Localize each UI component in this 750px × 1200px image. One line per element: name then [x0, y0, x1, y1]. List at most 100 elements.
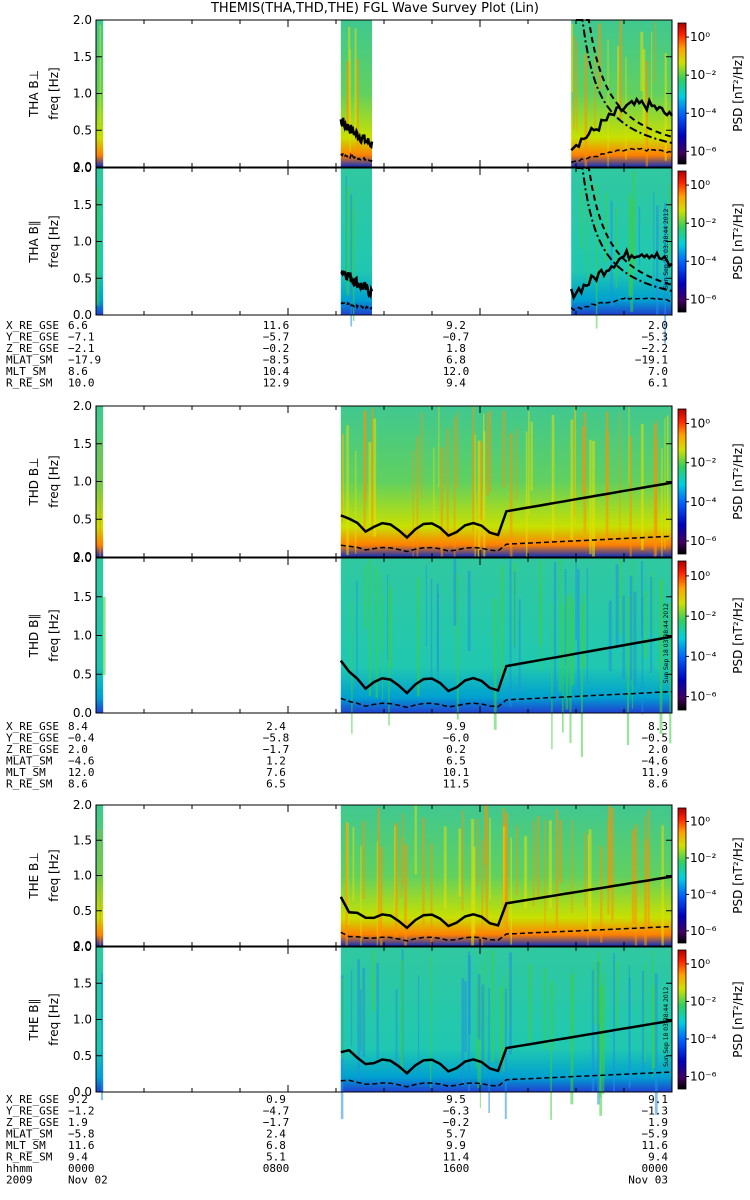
spectral-streak	[481, 984, 485, 1073]
spectral-streak	[467, 570, 471, 652]
spectral-streak	[595, 183, 598, 329]
panel-label: THD B∥	[27, 614, 41, 659]
spectral-streak	[499, 986, 503, 1066]
spectral-streak	[456, 573, 459, 720]
ephemeris-value: 6.5	[266, 778, 286, 791]
spectral-streak	[664, 208, 667, 344]
spectral-streak	[509, 433, 513, 581]
spectral-streak	[346, 61, 350, 131]
spectral-streak	[502, 826, 506, 904]
harmonic-trace	[340, 150, 373, 163]
spectral-streak	[584, 832, 586, 908]
spectral-streak	[668, 183, 671, 257]
spectral-streak	[100, 972, 103, 1101]
spectral-streak	[629, 575, 633, 681]
spectral-streak	[340, 977, 343, 1059]
plasma-frequency-trace	[576, 167, 673, 292]
y-tick-label: 1.5	[73, 976, 92, 990]
ephemeris-row-name: X_RE_GSE	[6, 1093, 59, 1106]
colorbar-tick-label: 10⁻⁶	[690, 292, 717, 306]
ephemeris-value: 9.9	[446, 720, 466, 733]
spectral-streak	[485, 805, 489, 921]
harmonic-trace	[340, 925, 673, 942]
spectral-streak	[99, 25, 102, 123]
ephemeris-value: 8.4	[68, 720, 88, 733]
spectral-streak	[488, 988, 490, 1113]
spectral-streak	[577, 569, 580, 693]
ephemeris-value: 0.2	[446, 743, 466, 756]
spectral-streak	[355, 450, 357, 554]
y-tick-label: 0.5	[73, 1049, 92, 1063]
spectral-streak	[376, 841, 378, 969]
spectrogram-panel-the-perp: 0.0 0.5 1.0 1.5 2.0 THE B⊥ freq [Hz] 10⁰ 10⁻² 10⁻…	[27, 798, 745, 985]
spectral-streak	[493, 597, 497, 730]
y-axis-label: freq [Hz]	[47, 993, 61, 1045]
colorbar	[677, 408, 687, 555]
spectral-streak	[440, 447, 444, 587]
ephemeris-value: −4.7	[263, 1105, 290, 1118]
spectral-streak	[356, 580, 358, 694]
spectral-streak	[532, 820, 535, 907]
spectral-streak	[528, 964, 532, 1042]
ephemeris-tha: X_RE_GSE 6.6 11.6 9.2 2.0Y_RE_GSE −7.1 −5.7 −0.…	[6, 319, 668, 390]
spectral-streak	[414, 805, 417, 874]
colorbar-tick-label: 10⁻⁴	[690, 254, 717, 268]
spectral-streak	[569, 592, 572, 743]
spectral-streak	[587, 834, 590, 932]
spectrogram-panel-tha-par: 0.0 0.5 1.0 1.5 2.0 THA B∥ freq [Hz] 10⁰ 10⁻² 10⁻…	[27, 161, 745, 344]
ephemeris-value: 9.2	[68, 1093, 88, 1106]
ephemeris-value: −5.8	[68, 1128, 95, 1141]
gyrofrequency-trace	[340, 481, 673, 540]
spectral-streak	[491, 950, 495, 1063]
colorbar-tick-label: 10⁻⁴	[690, 106, 717, 120]
spectral-streak	[537, 815, 540, 900]
y-tick-label: 2.0	[73, 798, 92, 812]
colorbar-tick-label: 10⁰	[690, 815, 710, 829]
spectral-streak	[390, 588, 393, 668]
spectral-streak	[552, 981, 555, 1050]
ephemeris-value: −0.2	[443, 1116, 470, 1129]
spectral-streak	[620, 558, 623, 635]
spectral-streak	[479, 963, 481, 1109]
ephemeris-row-name: MLT_SM	[6, 1139, 46, 1152]
spectral-streak	[606, 430, 609, 500]
ephemeris-value: 12.0	[68, 766, 95, 779]
colorbar-tick-label: 10⁻⁶	[690, 690, 717, 704]
colorbar-label: PSD [nT²/Hz]	[731, 55, 745, 131]
ephemeris-row-name: R_RE_SM	[6, 1151, 53, 1164]
panel-label: THE B∥	[27, 999, 41, 1042]
spectral-streak	[641, 597, 644, 715]
spectral-streak	[613, 953, 616, 1093]
spectral-streak	[561, 603, 564, 733]
spectral-streak	[652, 984, 656, 1068]
spectral-streak	[570, 974, 574, 1105]
ephemeris-value: 2.4	[266, 1128, 286, 1141]
ephemeris-value: 0000	[68, 1162, 95, 1175]
spectral-streak	[622, 595, 625, 680]
ephemeris-the: X_RE_GSE 9.2 0.9 9.5 9.1 Y_RE_GSE −1.2 −4.7 −6.3…	[6, 1093, 668, 1187]
y-tick-label: 0.0	[73, 939, 92, 953]
colorbar	[677, 170, 687, 313]
spectral-streak	[559, 819, 562, 884]
spectral-streak	[475, 985, 477, 1068]
spectral-streak	[477, 819, 479, 886]
spectral-streak	[628, 978, 631, 1089]
spectral-streak	[656, 205, 659, 315]
spectral-streak	[400, 959, 404, 1073]
spectral-streak	[576, 41, 578, 132]
spectral-streak	[598, 951, 600, 1024]
spectral-streak	[481, 840, 484, 962]
spectral-streak	[608, 600, 612, 672]
spectral-streak	[659, 580, 663, 734]
ephemeris-value: 1.9	[68, 1116, 88, 1129]
spectral-streak	[458, 828, 462, 897]
spectral-streak	[570, 419, 574, 541]
harmonic-trace	[340, 690, 673, 709]
harmonic-trace	[340, 301, 373, 311]
harmonic-trace	[570, 296, 673, 312]
spectral-streak	[645, 838, 648, 950]
spectral-streak	[641, 970, 645, 1076]
spectral-streak	[634, 824, 638, 947]
colorbar-tick-label: 10⁻²	[690, 994, 717, 1008]
ephemeris-value: −0.2	[263, 342, 290, 355]
